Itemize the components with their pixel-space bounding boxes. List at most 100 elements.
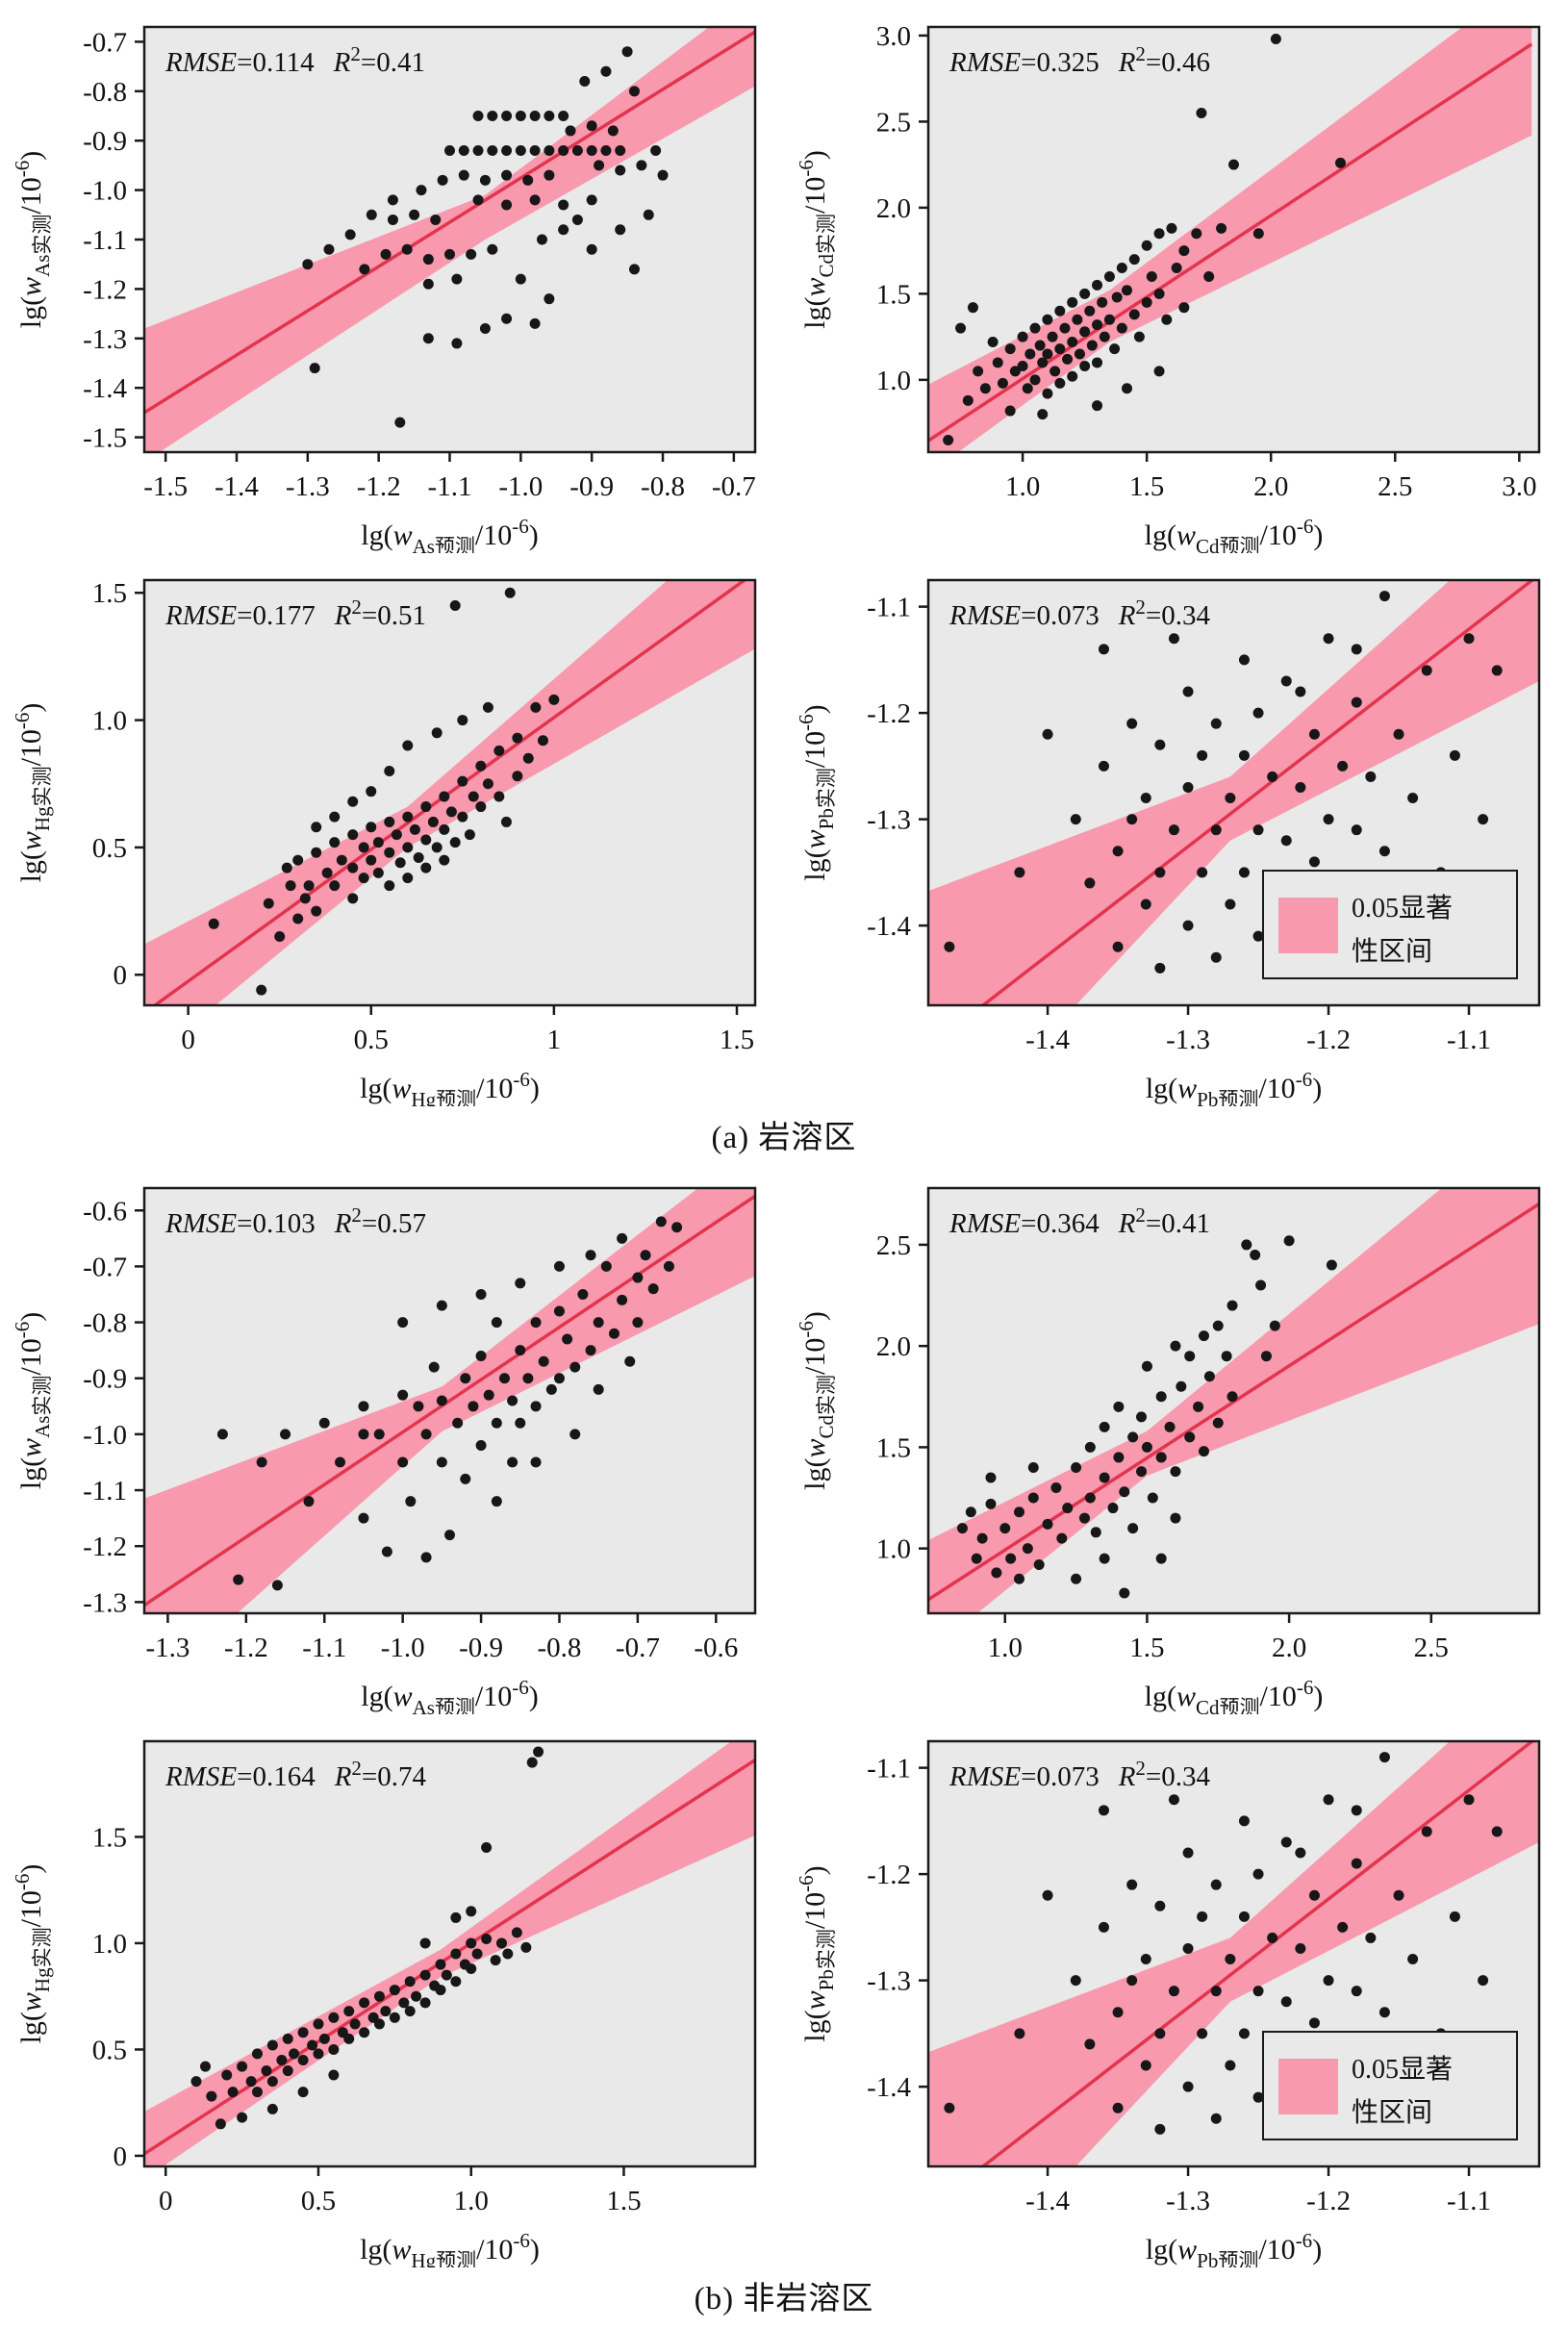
regression-line <box>144 30 755 415</box>
confidence-band <box>928 1741 1539 2166</box>
data-point <box>493 791 505 802</box>
data-point <box>1178 245 1190 257</box>
data-point <box>579 76 591 88</box>
data-point <box>1154 867 1166 878</box>
data-point <box>1393 1889 1404 1901</box>
y-tick-label: -0.7 <box>83 1252 127 1282</box>
data-point <box>1164 1421 1176 1432</box>
x-tick-label: -1.3 <box>145 1633 190 1663</box>
data-point <box>419 1997 431 2009</box>
data-point <box>439 791 450 802</box>
data-point <box>1154 739 1166 750</box>
data-point <box>450 1948 462 1960</box>
data-point <box>1155 1391 1167 1403</box>
data-point <box>973 366 984 377</box>
data-point <box>1326 1259 1337 1271</box>
data-point <box>358 1401 369 1412</box>
data-point <box>520 1941 532 1953</box>
data-point <box>472 111 484 122</box>
panel-pb-nonkarst: -1.4 -1.3 -1.2 -1.1 -1.1 -1.2 -1.3 -1.4 RMSE=0.0… <box>784 1714 1568 2267</box>
data-point <box>1033 1558 1045 1570</box>
data-point <box>1203 1371 1215 1382</box>
data-point <box>600 1260 612 1272</box>
data-point <box>1122 285 1133 296</box>
data-point <box>389 2012 400 2023</box>
data-point <box>292 913 304 924</box>
y-tick-label: 1.0 <box>876 366 911 396</box>
data-point <box>329 837 341 848</box>
data-point <box>1136 1411 1148 1423</box>
data-point <box>544 169 555 181</box>
data-point <box>1241 1239 1252 1251</box>
data-point <box>1168 824 1179 836</box>
x-tick-label: -1.1 <box>302 1633 346 1663</box>
data-point <box>1047 331 1058 342</box>
data-point <box>323 243 335 255</box>
panel-hg-nonkarst: 0 0.5 1.0 1.5 0 0.5 1.0 1.5 RMSE=0.164 R2=0.74 lg(… <box>0 1714 784 2267</box>
y-tick-label: -1.4 <box>867 2072 911 2103</box>
data-point <box>347 829 359 841</box>
data-point <box>427 816 439 827</box>
data-point <box>347 893 359 904</box>
data-point <box>422 278 434 290</box>
data-point <box>1153 228 1165 240</box>
data-point <box>313 2018 324 2030</box>
legend-label-line2: 性区间 <box>1352 2097 1432 2128</box>
data-point <box>227 2087 239 2098</box>
data-point <box>404 1976 416 1987</box>
data-point <box>632 1272 644 1283</box>
data-point <box>373 2018 385 2030</box>
data-point <box>1079 288 1091 299</box>
stats-annotation: RMSE=0.177 R2=0.51 <box>164 595 426 631</box>
data-point <box>1092 357 1103 368</box>
data-point <box>1113 1401 1125 1412</box>
data-point <box>1351 824 1362 836</box>
data-point <box>495 1937 507 1949</box>
data-point <box>1166 222 1177 234</box>
data-point <box>1128 309 1140 320</box>
data-point <box>586 120 597 132</box>
data-point <box>1171 263 1182 274</box>
data-point <box>1050 1482 1062 1494</box>
data-point <box>1099 1553 1110 1564</box>
data-point <box>457 775 468 787</box>
data-point <box>558 199 569 211</box>
data-point <box>428 1361 440 1373</box>
data-point <box>215 2118 226 2130</box>
data-point <box>458 144 469 156</box>
data-point <box>372 837 384 848</box>
x-tick-label: 2.5 <box>1378 471 1412 502</box>
y-tick-label: -1.1 <box>867 1754 911 1785</box>
y-tick-label: -0.9 <box>83 1364 127 1395</box>
stats-annotation: RMSE=0.073 R2=0.34 <box>948 595 1211 631</box>
data-point <box>1210 951 1222 963</box>
plot-frame <box>926 578 1541 1007</box>
data-point <box>347 796 359 807</box>
data-point <box>628 86 640 97</box>
data-point <box>515 1417 526 1429</box>
data-point <box>569 1361 581 1373</box>
stats-annotation: RMSE=0.114 R2=0.41 <box>164 42 425 78</box>
data-point <box>1351 696 1362 708</box>
data-point <box>600 65 612 77</box>
data-point <box>1141 296 1152 308</box>
data-point <box>617 1294 628 1305</box>
data-point <box>511 1927 522 1938</box>
x-tick-label: -0.8 <box>538 1633 582 1663</box>
data-point <box>515 273 526 285</box>
data-point <box>466 1906 477 1917</box>
data-point <box>1193 1401 1204 1412</box>
plot-frame <box>142 25 757 454</box>
data-point <box>965 1506 976 1518</box>
data-point <box>303 1496 315 1507</box>
data-point <box>475 760 487 772</box>
data-point <box>1119 1486 1130 1498</box>
data-point <box>522 174 534 186</box>
data-point <box>266 2103 278 2114</box>
data-point <box>1238 2028 1250 2039</box>
data-point <box>1227 1391 1238 1403</box>
data-point <box>1084 305 1096 316</box>
data-point <box>1112 2102 1124 2114</box>
data-point <box>487 144 498 156</box>
x-tick-label: -1.2 <box>1306 2186 1351 2216</box>
